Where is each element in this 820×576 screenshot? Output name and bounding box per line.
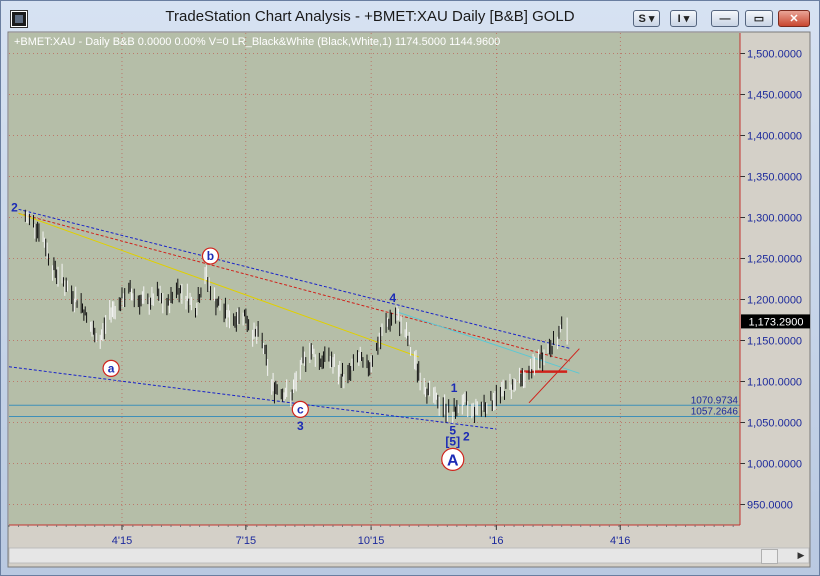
cyan-trendline [396,311,580,374]
x-tick-label: '16 [489,535,503,547]
wave-label: 2 [11,201,18,215]
support-line-label: 1057.2646 [691,407,739,418]
price-bars [24,209,568,424]
wave-label-circle [291,400,309,418]
y-tick-label: 1,050.0000 [747,418,802,430]
scrollbar-thumb[interactable] [761,549,778,564]
restore-button[interactable]: ▭ [745,10,773,27]
y-tick-label: 1,450.0000 [747,90,802,102]
close-button[interactable]: ✕ [778,10,810,27]
price-axis[interactable]: 950.0000 1,000.0000 1,050.0000 1,100.0000 1,… [739,33,802,525]
wave-label-circle [102,359,120,377]
title-bar[interactable]: TradeStation Chart Analysis - +BMET:XAU … [1,1,819,33]
last-price-label: 1,173.2900 [748,316,803,328]
red-trendline [18,212,570,362]
y-tick-label: 1,200.0000 [747,295,802,307]
x-tick-label: 10'15 [358,535,385,547]
date-axis[interactable]: 4'15 7'15 10'15 '16 4'16 [8,524,740,547]
minimize-button[interactable]: — [711,10,739,27]
chart-header-text: +BMET:XAU - Daily B&B 0.0000 0.00% V=0 L… [14,36,500,48]
wave-label: c [297,402,304,416]
s-menu-button[interactable]: S ▾ [633,10,660,27]
wave-label: a [108,361,115,375]
y-tick-label: 1,250.0000 [747,254,802,266]
y-tick-label: 1,400.0000 [747,131,802,143]
y-tick-label: 1,500.0000 [747,49,802,61]
last-price-tag: 1,173.2900 [741,314,810,329]
plot-area[interactable] [9,33,740,525]
i-menu-button[interactable]: I ▾ [670,10,697,27]
y-tick-label: 1,300.0000 [747,213,802,225]
wave-label: [5] [445,434,460,448]
x-tick-label: 4'15 [112,535,132,547]
support-line-label: 1070.9734 [691,395,739,406]
window-title: TradeStation Chart Analysis - +BMET:XAU … [165,8,575,25]
wave-label: 2 [463,429,470,443]
y-tick-label: 950.0000 [747,500,793,512]
y-tick-label: 1,350.0000 [747,172,802,184]
wave-label: 5 [449,424,456,438]
red-rising-line [528,348,580,404]
y-tick-label: 1,150.0000 [747,336,802,348]
yellow-trendline [18,212,419,358]
app-icon[interactable] [11,11,27,27]
wave-label: b [207,249,214,263]
scroll-right-arrow[interactable]: ▶ [797,550,805,560]
wave-label: A [447,452,459,469]
horizontal-scrollbar[interactable] [8,547,810,564]
x-tick-label: 7'15 [236,535,256,547]
x-tick-label: 4'16 [610,535,630,547]
wave-label-circle [441,447,465,471]
y-tick-label: 1,000.0000 [747,459,802,471]
trendlines [8,208,580,430]
y-tick-label: 1,100.0000 [747,377,802,389]
wave-label: 3 [297,419,304,433]
wave-label: 4 [390,291,397,305]
wave-label-circle [201,247,220,265]
lower-channel-line [8,366,497,430]
wave-label: 1 [451,381,458,395]
